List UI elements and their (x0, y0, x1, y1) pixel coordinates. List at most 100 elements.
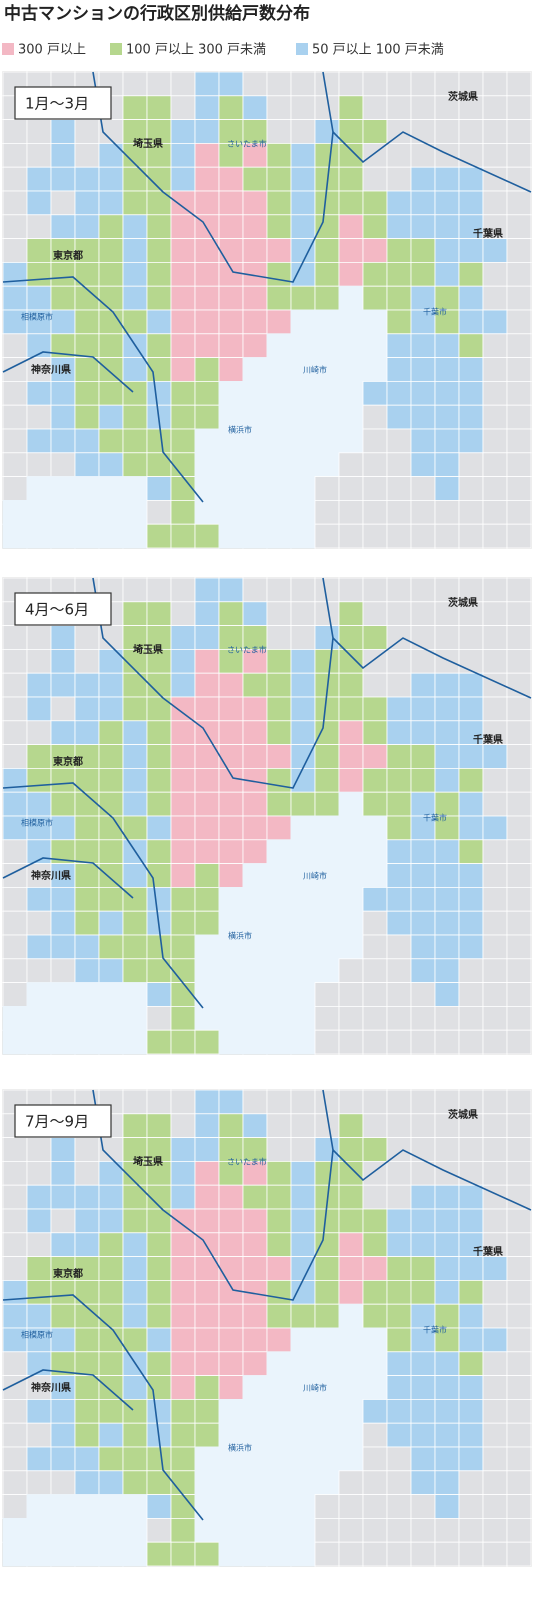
district (506, 744, 532, 769)
district (338, 190, 364, 216)
legend: 300 戸以上 100 戸以上 300 戸未満 50 戸以上 100 戸未満 (2, 43, 444, 58)
district (266, 119, 292, 144)
district (194, 577, 220, 603)
district (458, 1029, 484, 1055)
sea (290, 452, 316, 477)
district (74, 1327, 100, 1353)
sea (338, 791, 364, 817)
district (362, 380, 388, 406)
district (50, 1398, 76, 1424)
district (290, 1303, 316, 1329)
district (386, 839, 412, 864)
district (458, 649, 484, 674)
district (506, 982, 532, 1007)
district (314, 214, 340, 240)
district (2, 1184, 28, 1210)
district (386, 261, 412, 287)
district (170, 815, 196, 841)
district (2, 910, 28, 936)
district (266, 649, 292, 674)
district (218, 214, 244, 240)
sea (266, 523, 292, 549)
sea (266, 1517, 292, 1543)
district (434, 791, 460, 817)
district (98, 166, 124, 192)
district (2, 1303, 28, 1329)
district (242, 577, 268, 603)
district (122, 1422, 148, 1448)
sea (290, 1327, 316, 1353)
district (506, 404, 532, 430)
sea (74, 982, 100, 1007)
district (434, 863, 460, 888)
district (218, 71, 244, 97)
district (386, 696, 412, 722)
district (362, 261, 388, 287)
sea (314, 1398, 340, 1424)
district (122, 672, 148, 698)
sea (218, 1494, 244, 1519)
district (290, 119, 316, 144)
district (98, 791, 124, 817)
sea (122, 1494, 148, 1519)
district (50, 428, 76, 454)
district (434, 1541, 460, 1567)
district (98, 1422, 124, 1448)
district (434, 672, 460, 698)
district (290, 1161, 316, 1186)
district (74, 309, 100, 335)
district (482, 886, 508, 912)
district (26, 1470, 52, 1495)
district (146, 767, 172, 793)
district (194, 625, 220, 650)
sea (218, 1029, 244, 1055)
sea (50, 1517, 76, 1543)
district (482, 119, 508, 144)
district (290, 791, 316, 817)
district (410, 1089, 436, 1115)
district (314, 261, 340, 287)
district (146, 1303, 172, 1329)
district (458, 696, 484, 722)
district (314, 1494, 340, 1519)
district (266, 1279, 292, 1305)
district (74, 119, 100, 144)
district (2, 1137, 28, 1162)
district (434, 333, 460, 358)
district (194, 696, 220, 722)
district (2, 166, 28, 192)
district (146, 744, 172, 769)
district (482, 601, 508, 626)
sea (50, 1541, 76, 1567)
sea (314, 428, 340, 454)
district (482, 333, 508, 358)
sea (194, 499, 220, 525)
district (266, 71, 292, 97)
district (50, 767, 76, 793)
district (242, 238, 268, 263)
district (266, 791, 292, 817)
district (266, 1232, 292, 1258)
sea (266, 380, 292, 406)
district (290, 1256, 316, 1281)
district (434, 119, 460, 144)
sea (338, 428, 364, 454)
district (482, 476, 508, 501)
district (146, 333, 172, 358)
district (50, 1422, 76, 1448)
district (362, 95, 388, 120)
sea (218, 1005, 244, 1031)
district (506, 285, 532, 311)
district (170, 452, 196, 477)
district (362, 214, 388, 240)
district (314, 1029, 340, 1055)
district (434, 190, 460, 216)
district (266, 285, 292, 311)
district (314, 1279, 340, 1305)
district (362, 982, 388, 1007)
district (458, 143, 484, 168)
sea (98, 523, 124, 549)
sea (266, 476, 292, 501)
district (26, 261, 52, 287)
district (266, 1089, 292, 1115)
